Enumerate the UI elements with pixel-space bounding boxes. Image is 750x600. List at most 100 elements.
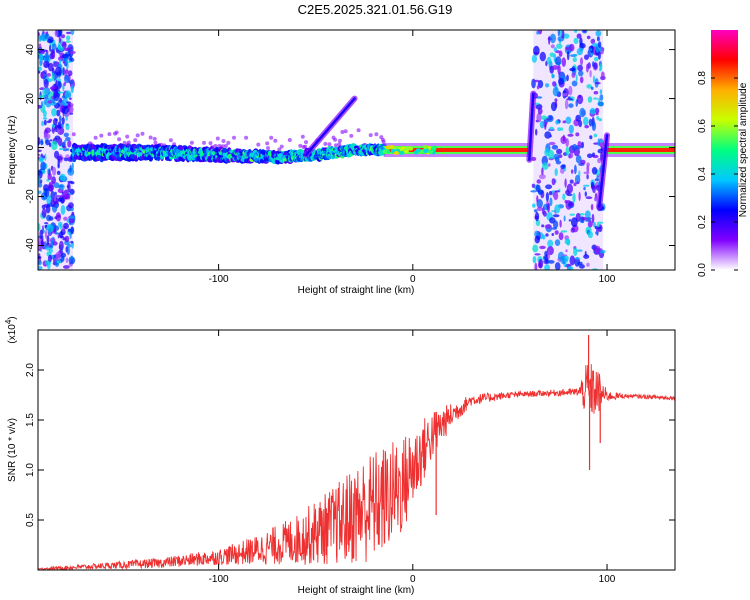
noise-blob [575,114,581,122]
noise-blob [544,224,552,229]
noise-blob [594,82,601,85]
noise-blob [61,191,64,195]
noise-blob [531,183,536,188]
noise-blob [47,173,52,181]
noise-blob [47,261,51,270]
noise-blob [578,191,581,201]
noise-blob [560,136,567,144]
noise-blob [45,53,50,62]
noise-blob [47,100,53,104]
noise-blob [64,139,67,143]
noise-blob [42,155,45,159]
noise-blob [534,209,538,213]
noise-blob [69,46,73,50]
noise-blob [57,42,61,50]
noise-blob [44,241,47,250]
snr-xtick-label: -100 [209,574,229,585]
ridge-blob [381,139,386,144]
noise-blob [63,265,70,269]
noise-blob [51,49,56,60]
noise-blob [39,53,44,62]
noise-blob [38,256,42,259]
snr-ytick-label: 0.5 [25,513,36,527]
noise-blob [554,204,561,214]
noise-blob [587,220,593,228]
noise-blob [71,211,75,215]
noise-blob [68,80,74,84]
noise-blob [48,36,54,44]
ridge-blob [133,138,138,143]
noise-blob [59,115,62,122]
ridge-blob [349,133,354,138]
noise-blob [68,70,73,77]
noise-blob [574,257,580,267]
noise-blob [40,138,44,146]
noise-blob [51,86,55,90]
ridge-blob [393,151,399,155]
noise-blob [534,79,540,83]
noise-blob [63,216,68,221]
noise-blob [58,221,63,228]
noise-blob [56,155,63,161]
ridge-blob [374,132,379,137]
noise-blob [40,71,44,79]
noise-blob [573,247,578,257]
noise-blob [535,128,538,136]
noise-blob [61,106,69,115]
noise-blob [568,103,574,108]
ridge-blob [431,145,437,150]
noise-blob [62,83,65,92]
noise-blob [51,108,57,117]
noise-blob [38,104,42,109]
noise-blob [550,101,557,112]
noise-blob [44,33,50,40]
ridge-blob [279,144,284,149]
noise-blob [53,79,56,82]
noise-blob [577,64,583,72]
noise-blob [550,44,555,49]
noise-blob [71,162,74,170]
noise-blob [553,47,558,52]
noise-blob [536,195,539,203]
noise-blob [69,50,76,55]
noise-blob [589,69,592,78]
ridge-blob [122,140,127,145]
noise-blob [541,224,545,228]
noise-blob [555,56,562,66]
noise-blob [569,67,576,72]
noise-blob [548,141,556,146]
noise-blob [38,223,41,232]
snr-multiplier: (x104) [4,316,18,343]
noise-blob [44,153,47,161]
noise-blob [583,254,590,259]
ridge-blob [356,128,361,133]
noise-blob [63,47,71,52]
noise-blob [553,153,560,160]
noise-blob [50,140,58,151]
ridge-blob [287,138,292,142]
noise-blob [43,119,47,126]
noise-blob [558,50,563,57]
snr-ytick-label: 1.0 [25,463,36,477]
noise-blob [584,125,590,129]
noise-blob [547,202,550,213]
noise-blob [46,120,52,124]
noise-blob [592,42,598,47]
noise-blob [38,235,44,238]
noise-blob [578,70,584,77]
noise-blob [538,258,544,269]
noise-blob [65,257,69,263]
noise-blob [544,131,552,139]
noise-blob [58,30,62,36]
noise-blob [556,148,563,155]
noise-blob [570,169,574,174]
noise-blob [69,164,72,173]
noise-blob [569,179,574,184]
noise-blob [549,33,557,44]
spectrogram-ytick-label: 20 [25,93,36,105]
noise-blob [45,139,51,146]
noise-blob [65,116,68,121]
ridge-blob [135,133,140,138]
noise-blob [557,127,561,131]
noise-blob [547,114,554,123]
